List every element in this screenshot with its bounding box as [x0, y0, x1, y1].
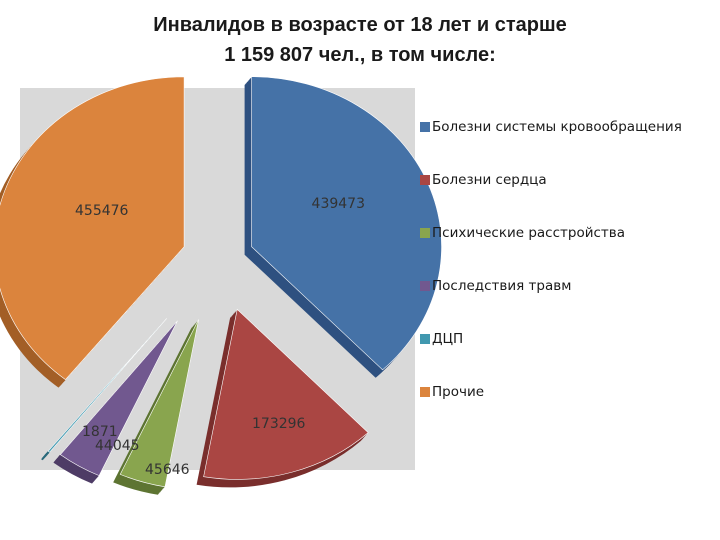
legend-swatch [420, 387, 430, 397]
slice-1-data-label: 439473 [312, 196, 365, 212]
slice-6-wedge[interactable] [0, 76, 185, 381]
legend-label: Болезни системы кровообращения [432, 119, 682, 135]
legend-label: Психические расстройства [432, 225, 626, 241]
slice-1-wedge[interactable] [251, 76, 442, 371]
legend-label: Болезни сердца [432, 172, 547, 188]
legend-item-6: Прочие [420, 383, 484, 401]
legend-item-2: Болезни сердца [420, 171, 547, 189]
chart-title-line-2: 1 159 807 чел., в том числе: [224, 44, 496, 66]
slice-3-data-label: 45646 [145, 462, 190, 478]
slice-2-data-label: 173296 [252, 416, 306, 432]
chart-title: Инвалидов в возрасте от 18 лет и старше … [0, 10, 720, 70]
slice-6-data-label: 455476 [75, 203, 129, 219]
slice-5-data-label: 1871 [82, 424, 118, 440]
slice-2-wedge[interactable] [203, 308, 369, 480]
legend-swatch [420, 334, 430, 344]
legend-item-5: ДЦП [420, 330, 463, 348]
legend-swatch [420, 122, 430, 132]
legend-swatch [420, 281, 430, 291]
legend-label: ДЦП [432, 331, 464, 347]
legend-label: Последствия травм [432, 278, 572, 294]
legend-item-1: Болезни системы кровообращения [420, 118, 682, 136]
slice-3-wedge[interactable] [119, 319, 199, 488]
legend-swatch [420, 175, 430, 185]
slice-4-wedge[interactable] [59, 320, 178, 476]
pie-top-layer [0, 76, 442, 488]
slice-5-wedge[interactable] [47, 318, 167, 453]
legend-swatch [420, 228, 430, 238]
legend-item-3: Психические расстройства [420, 224, 625, 242]
chart-title-line-1: Инвалидов в возрасте от 18 лет и старше [153, 14, 567, 36]
legend-item-4: Последствия травм [420, 277, 571, 295]
slice-4-data-label: 44045 [95, 438, 140, 454]
legend-label: Прочие [432, 384, 485, 400]
